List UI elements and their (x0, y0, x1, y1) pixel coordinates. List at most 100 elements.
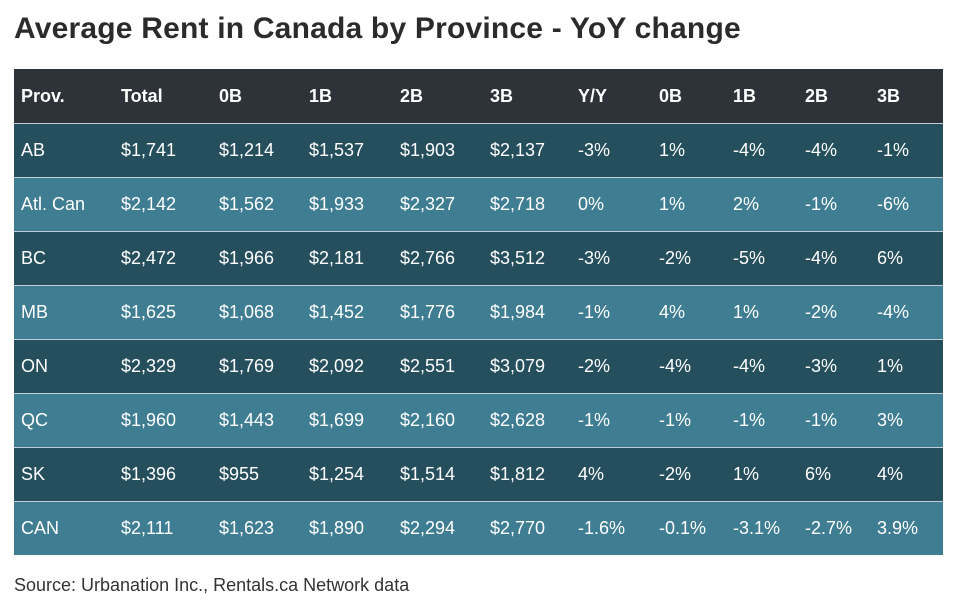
table-cell: $1,699 (309, 410, 365, 430)
table-cell: $1,625 (121, 302, 177, 322)
table-cell: -3.1% (733, 518, 781, 538)
table-cell: 0% (578, 194, 605, 214)
table-cell: $1,623 (219, 518, 275, 538)
table-cell: $3,079 (490, 356, 546, 376)
table-cell: 1% (659, 140, 686, 160)
table-cell: -2% (659, 464, 692, 484)
table-row: AB $1,741 $1,214 $1,537 $1,903 $2,137 -3% 1% -4%… (14, 123, 943, 177)
table-cell: $1,396 (121, 464, 177, 484)
table-cell: 6% (877, 248, 904, 268)
table-cell: -4% (805, 248, 838, 268)
rent-table: Prov. Total 0B 1B 2B 3B Y/Y 0B 1B 2B 3B … (14, 69, 943, 555)
table-cell: 4% (578, 464, 605, 484)
table-header-row: Prov. Total 0B 1B 2B 3B Y/Y 0B 1B 2B 3B (14, 69, 943, 123)
table-cell: -3% (578, 140, 611, 160)
table-cell: $1,562 (219, 194, 275, 214)
table-cell: -2.7% (805, 518, 853, 538)
header-cell: Total (121, 85, 163, 106)
table-cell: $1,769 (219, 356, 275, 376)
table-cell: -4% (659, 356, 692, 376)
table-cell: -1% (733, 410, 766, 430)
table-cell: 1% (877, 356, 904, 376)
province-cell: MB (21, 302, 48, 322)
table-cell: $2,111 (121, 518, 174, 538)
table-cell: 4% (659, 302, 686, 322)
table-cell: -1% (805, 194, 838, 214)
table-cell: 1% (733, 464, 760, 484)
chart-title: Average Rent in Canada by Province - YoY… (14, 12, 741, 45)
table-row: BC $2,472 $1,966 $2,181 $2,766 $3,512 -3% -2% -5… (14, 231, 943, 285)
header-cell: 1B (309, 85, 333, 106)
header-cell: 1B (733, 85, 757, 106)
table-cell: $2,770 (490, 518, 546, 538)
table-cell: -4% (733, 140, 766, 160)
header-cell: 0B (219, 85, 243, 106)
table-cell: $2,718 (490, 194, 546, 214)
table-cell: $955 (219, 464, 260, 484)
table-cell: 3.9% (877, 518, 919, 538)
table-cell: $2,766 (400, 248, 456, 268)
table-cell: -1% (877, 140, 910, 160)
table-cell: -1% (578, 302, 611, 322)
table-cell: 4% (877, 464, 904, 484)
table-cell: $2,628 (490, 410, 546, 430)
table-body: AB $1,741 $1,214 $1,537 $1,903 $2,137 -3% 1% -4%… (14, 123, 943, 555)
table-cell: -4% (877, 302, 910, 322)
province-cell: QC (21, 410, 48, 430)
table-cell: $1,741 (121, 140, 177, 160)
table-row: ON $2,329 $1,769 $2,092 $2,551 $3,079 -2% -4% -4… (14, 339, 943, 393)
table-cell: $2,294 (400, 518, 456, 538)
header-cell: Prov. (21, 85, 65, 106)
table-cell: $1,776 (400, 302, 456, 322)
table-cell: -2% (659, 248, 692, 268)
table-cell: $1,903 (400, 140, 456, 160)
table-cell: $1,068 (219, 302, 275, 322)
table-cell: $1,254 (309, 464, 365, 484)
table-row: MB $1,625 $1,068 $1,452 $1,776 $1,984 -1% 4% 1% -… (14, 285, 943, 339)
table-cell: -6% (877, 194, 910, 214)
table-cell: $1,890 (309, 518, 365, 538)
province-cell: Atl. Can (21, 194, 86, 214)
table-cell: -0.1% (659, 518, 707, 538)
header-cell: Y/Y (578, 85, 608, 106)
header-cell: 2B (805, 85, 829, 106)
table-row: CAN $2,111 $1,623 $1,890 $2,294 $2,770 -1.6% -0… (14, 501, 943, 555)
table-cell: -1% (659, 410, 692, 430)
table-row: SK $1,396 $955 $1,254 $1,514 $1,812 4% -2% 1% 6% 4… (14, 447, 943, 501)
table-cell: $2,472 (121, 248, 177, 268)
table-cell: $2,181 (309, 248, 365, 268)
table-cell: 3% (877, 410, 904, 430)
source-note: Source: Urbanation Inc., Rentals.ca Netw… (14, 575, 410, 595)
table-cell: $1,960 (121, 410, 177, 430)
table-cell: 1% (733, 302, 760, 322)
table-cell: -3% (578, 248, 611, 268)
table-cell: $2,092 (309, 356, 365, 376)
table-cell: 6% (805, 464, 832, 484)
table-cell: -1.6% (578, 518, 626, 538)
table-cell: -1% (805, 410, 838, 430)
table-cell: $2,551 (400, 356, 456, 376)
header-cell: 3B (877, 85, 901, 106)
province-cell: SK (21, 464, 46, 484)
table-row: Atl. Can $2,142 $1,562 $1,933 $2,327 $2,718 0%… (14, 177, 943, 231)
header-cell: 0B (659, 85, 683, 106)
table-cell: $1,514 (400, 464, 456, 484)
table-cell: -5% (733, 248, 766, 268)
table-cell: 2% (733, 194, 760, 214)
table-cell: -2% (805, 302, 838, 322)
table-cell: 1% (659, 194, 686, 214)
table-cell: $1,443 (219, 410, 275, 430)
table-cell: $1,812 (490, 464, 546, 484)
table-cell: -4% (805, 140, 838, 160)
table-cell: $2,329 (121, 356, 177, 376)
table-cell: -1% (578, 410, 611, 430)
table-row: QC $1,960 $1,443 $1,699 $2,160 $2,628 -1% -1% -1… (14, 393, 943, 447)
table-cell: $1,984 (490, 302, 546, 322)
province-cell: CAN (21, 518, 60, 538)
table-cell: $1,966 (219, 248, 275, 268)
table-cell: $1,537 (309, 140, 365, 160)
province-cell: AB (21, 140, 46, 160)
table-cell: -4% (733, 356, 766, 376)
table-cell: $1,933 (309, 194, 365, 214)
header-cell: 3B (490, 85, 514, 106)
